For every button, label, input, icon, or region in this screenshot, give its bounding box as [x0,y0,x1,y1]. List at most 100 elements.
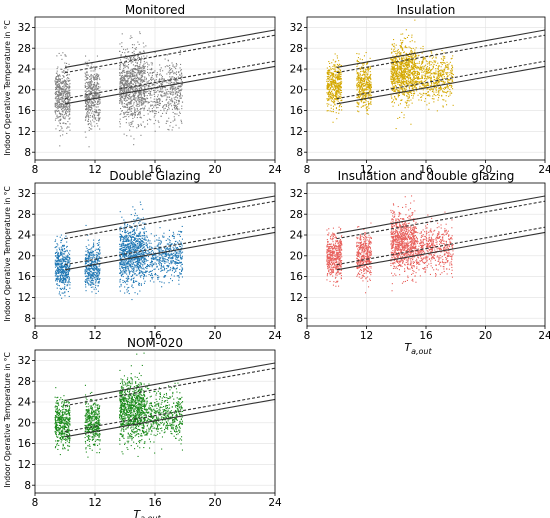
scatter-point [424,75,426,77]
scatter-point [171,108,173,110]
scatter-point [167,90,169,92]
scatter-point [423,92,425,94]
scatter-point [421,96,423,98]
scatter-point [59,94,61,96]
scatter-point [90,100,92,102]
scatter-point [138,92,140,94]
scatter-point [69,287,71,289]
scatter-point [335,90,337,92]
scatter-point [132,117,134,119]
scatter-point [421,61,423,63]
scatter-point [58,100,60,102]
scatter-point [170,71,172,73]
scatter-point [338,86,340,88]
scatter-point [332,96,334,98]
scatter-point [149,111,151,113]
scatter-point [63,89,65,91]
scatter-point [136,73,138,75]
scatter-point [367,81,369,83]
scatter-point [177,79,179,81]
scatter-point [94,118,96,120]
scatter-point [97,94,99,96]
scatter-point [369,65,371,67]
scatter-point [127,90,129,92]
scatter-point [170,77,172,79]
scatter-point [139,112,141,114]
scatter-point [134,78,136,80]
scatter-point [335,112,337,114]
scatter-point [119,101,121,103]
scatter-point [65,274,67,276]
scatter-point [56,246,58,248]
scatter-point [397,68,399,70]
scatter-point [138,43,140,45]
scatter-point [439,87,441,89]
scatter-point [430,69,432,71]
scatter-point [359,74,361,76]
scatter-point [172,65,174,67]
scatter-point [64,292,66,294]
scatter-point [57,90,59,92]
scatter-point [170,72,172,74]
scatter-point [357,83,359,85]
scatter-point [327,92,329,94]
scatter-point [412,70,414,72]
scatter-point [130,82,132,84]
scatter-point [151,72,153,74]
scatter-point [169,125,171,127]
scatter-point [408,104,410,106]
scatter-point [119,78,121,80]
scatter-point [121,83,123,85]
scatter-point [406,36,408,38]
scatter-point [132,74,134,76]
scatter-point [56,68,58,70]
scatter-point [56,272,58,274]
scatter-point [396,62,398,64]
scatter-point [132,120,134,122]
scatter-point [402,81,404,83]
scatter-point [121,42,123,44]
scatter-point [59,279,61,281]
scatter-point [65,88,67,90]
scatter-point [57,79,59,81]
scatter-point [129,106,131,108]
scatter-point [124,98,126,100]
scatter-point [144,76,146,78]
scatter-point [336,86,338,88]
scatter-point [328,76,330,78]
scatter-point [428,69,430,71]
scatter-point [92,96,94,98]
scatter-point [179,92,181,94]
scatter-point [91,83,93,85]
scatter-point [170,69,172,71]
scatter-point [66,115,68,117]
scatter-point [99,109,101,111]
scatter-point [131,113,133,115]
scatter-point [358,91,360,93]
scatter-point [400,81,402,83]
scatter-point [368,103,370,105]
scatter-point [449,61,451,63]
scatter-point [363,78,365,80]
scatter-point [180,97,182,99]
scatter-point [363,80,365,82]
scatter-point [94,100,96,102]
scatter-point [361,77,363,79]
scatter-point [86,71,88,73]
scatter-point [410,61,412,63]
scatter-point [62,111,64,113]
scatter-point [130,103,132,105]
scatter-point [61,94,63,96]
scatter-point [418,74,420,76]
scatter-point [178,71,180,73]
scatter-point [336,75,338,77]
scatter-point [128,116,130,118]
scatter-point [450,75,452,77]
scatter-point [442,91,444,93]
scatter-point [126,72,128,74]
scatter-point [361,59,363,61]
scatter-point [341,109,343,111]
scatter-point [125,97,127,99]
scatter-point [412,63,414,65]
scatter-point [98,120,100,122]
